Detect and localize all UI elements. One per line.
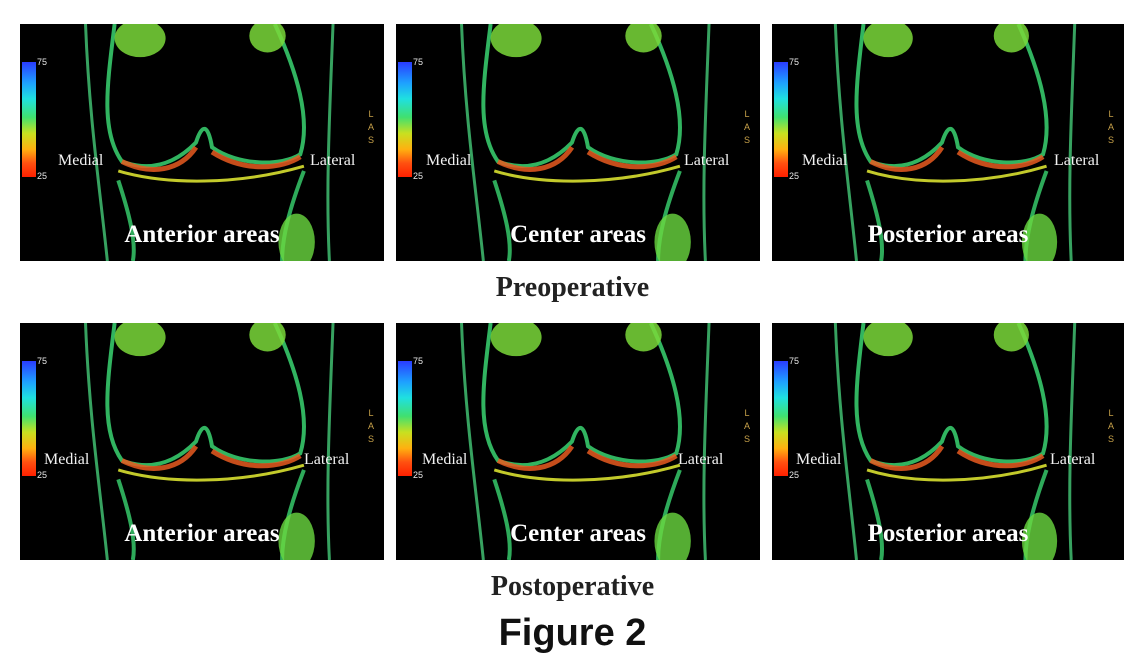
colorbar-min: 25 — [413, 470, 424, 480]
medial-label: Medial — [802, 152, 848, 169]
colorbar — [22, 62, 36, 177]
lateral-label: Lateral — [1050, 451, 1096, 468]
lateral-label: Lateral — [684, 152, 730, 169]
pre-posterior-panel: 75 25 Medial Lateral LAS Posterior areas — [772, 24, 1124, 261]
colorbar — [774, 361, 788, 476]
orientation-marker: LAS — [367, 109, 374, 145]
postoperative-title: Postoperative — [490, 571, 655, 602]
knee-t2-map-image — [84, 24, 335, 261]
colorbar-max: 75 — [37, 356, 48, 366]
lateral-label: Lateral — [1054, 152, 1100, 169]
colorbar — [22, 361, 36, 476]
colorbar-max: 75 — [789, 57, 800, 67]
orientation-marker: LAS — [743, 109, 750, 145]
colorbar-max: 75 — [789, 356, 800, 366]
colorbar-max: 75 — [413, 57, 424, 67]
colorbar — [398, 361, 412, 476]
area-label: Center areas — [510, 221, 646, 248]
colorbar — [774, 62, 788, 177]
area-label: Posterior areas — [867, 221, 1029, 248]
knee-t2-map-image — [833, 323, 1077, 560]
orientation-marker: LAS — [743, 408, 750, 444]
colorbar-min: 25 — [789, 470, 800, 480]
figure-title: Figure 2 — [498, 612, 647, 654]
knee-t2-map-image — [460, 24, 711, 261]
knee-t2-map-image — [84, 323, 335, 560]
lateral-label: Lateral — [310, 152, 356, 169]
pre-center-panel: 75 25 Medial Lateral LAS Center areas — [396, 24, 760, 261]
medial-label: Medial — [426, 152, 472, 169]
orientation-marker: LAS — [1107, 109, 1114, 145]
medial-label: Medial — [44, 451, 90, 468]
medial-label: Medial — [58, 152, 104, 169]
colorbar-max: 75 — [413, 356, 424, 366]
knee-t2-map-image — [460, 323, 711, 560]
post-posterior-panel: 75 25 Medial Lateral LAS Posterior areas — [772, 323, 1124, 560]
colorbar-min: 25 — [37, 470, 48, 480]
lateral-label: Lateral — [304, 451, 350, 468]
orientation-marker: LAS — [1107, 408, 1114, 444]
colorbar-min: 25 — [789, 171, 800, 181]
medial-label: Medial — [422, 451, 468, 468]
area-label: Center areas — [510, 520, 646, 547]
colorbar-max: 75 — [37, 57, 48, 67]
pre-anterior-panel: 75 25 Medial Lateral LAS Anterior areas — [20, 24, 384, 261]
area-label: Posterior areas — [867, 520, 1029, 547]
orientation-marker: LAS — [367, 408, 374, 444]
post-anterior-panel: 75 25 Medial Lateral LAS Anterior areas — [20, 323, 384, 560]
colorbar-min: 25 — [413, 171, 424, 181]
colorbar-min: 25 — [37, 171, 48, 181]
lateral-label: Lateral — [678, 451, 724, 468]
knee-t2-map-image — [833, 24, 1077, 261]
medial-label: Medial — [796, 451, 842, 468]
colorbar — [398, 62, 412, 177]
post-center-panel: 75 25 Medial Lateral LAS Center areas — [396, 323, 760, 560]
area-label: Anterior areas — [124, 520, 280, 547]
preoperative-title: Preoperative — [495, 272, 650, 303]
area-label: Anterior areas — [124, 221, 280, 248]
